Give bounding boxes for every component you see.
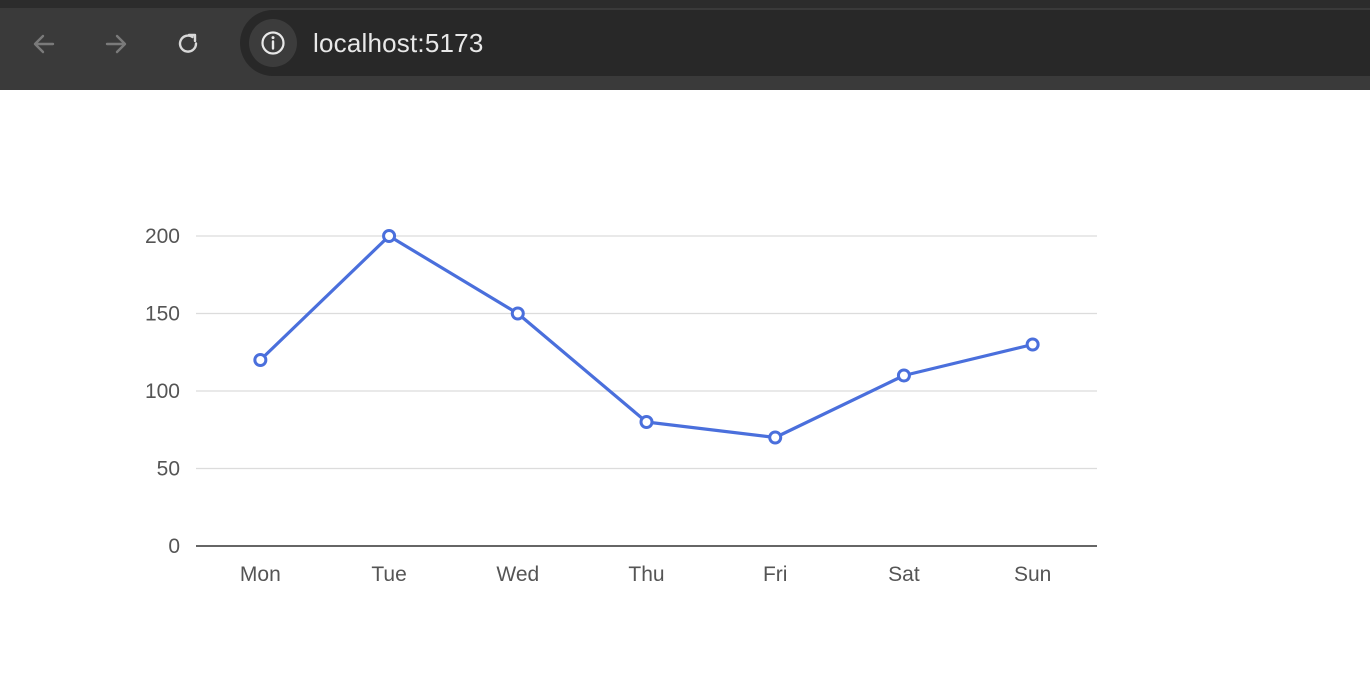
address-bar[interactable]: localhost:5173 [240,10,1370,76]
arrow-left-icon [33,34,55,54]
x-tick-label: Tue [371,563,406,586]
data-point [1025,337,1040,352]
y-tick-label: 200 [145,225,180,248]
data-point [382,229,397,243]
x-tick-label: Mon [240,563,281,586]
back-button[interactable] [24,24,64,64]
y-tick-label: 0 [168,535,180,558]
browser-toolbar: localhost:5173 [0,0,1370,90]
site-info-button[interactable] [249,19,297,67]
series-line [258,234,1035,440]
x-tick-label: Fri [763,563,788,586]
x-tick-label: Sat [888,563,920,586]
reload-icon [178,33,198,53]
arrow-right-icon [105,34,127,54]
x-tick-label: Sun [1014,563,1051,586]
reload-button[interactable] [168,24,208,64]
y-tick-label: 150 [145,303,180,326]
y-tick-label: 50 [157,458,180,481]
chart-container: 0 50 100 150 200 Mon Tue Wed Thu Fri Sat Sun [0,90,1370,670]
data-point [768,430,783,445]
y-tick-label: 100 [145,380,180,403]
line-chart: 0 50 100 150 200 Mon Tue Wed Thu Fri Sat Sun [145,225,1097,586]
url-text[interactable]: localhost:5173 [313,27,484,58]
data-point [253,353,268,367]
x-tick-label: Wed [496,563,539,586]
data-point [510,306,525,321]
info-icon [261,31,285,55]
data-point [896,368,911,383]
x-tick-label: Thu [628,563,664,586]
data-point [639,415,654,429]
forward-button[interactable] [96,24,136,64]
